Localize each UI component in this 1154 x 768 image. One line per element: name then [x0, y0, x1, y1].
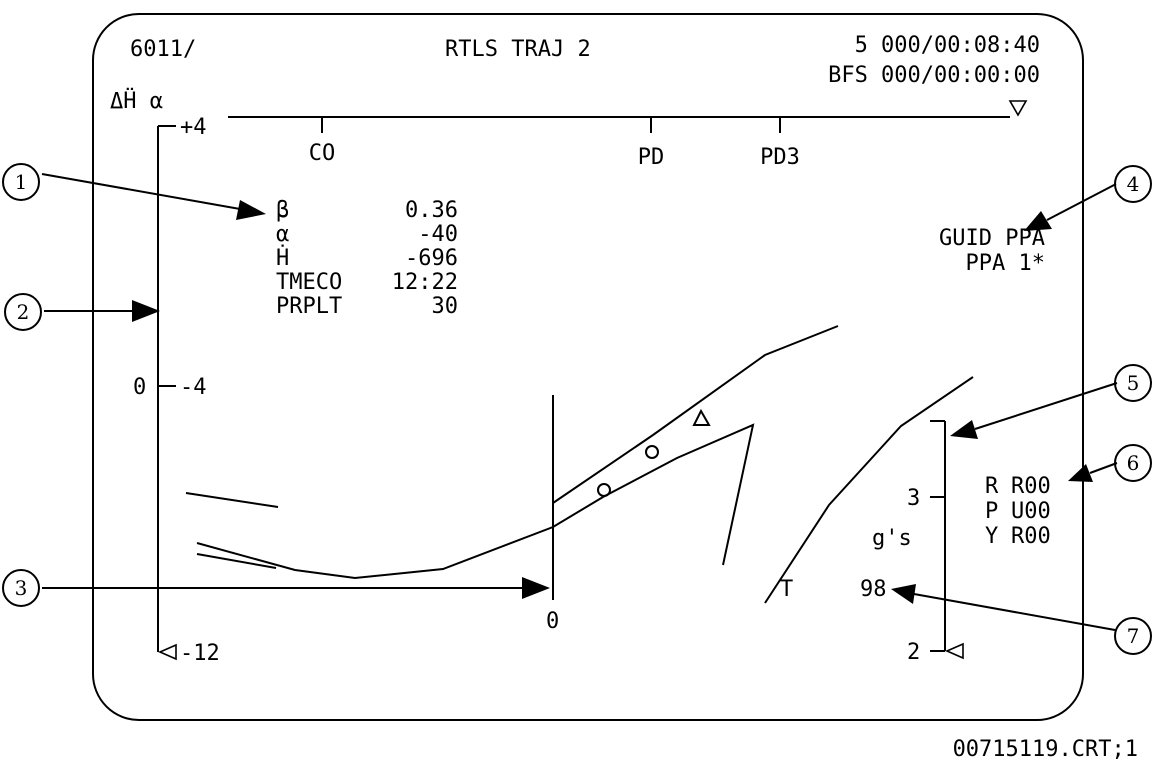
g-scale-pointer — [945, 642, 964, 660]
left-scale-pointer — [158, 643, 177, 661]
readout-tmeco-value: 12:22 — [392, 270, 458, 295]
readout-alpha-label: α — [276, 222, 289, 247]
readout-alpha-value: -40 — [418, 222, 458, 247]
callout-1-number: 1 — [15, 170, 28, 194]
time-bfs: BFS 000/00:00:00 — [828, 63, 1040, 88]
readout-prplt-value: 30 — [432, 294, 459, 319]
callout-4-arrowhead — [1024, 211, 1052, 231]
callout-5-circle — [1114, 364, 1152, 402]
callout-1-arrowhead — [236, 200, 266, 220]
spec-id: 6011/ — [130, 37, 196, 62]
callout-5-arrowhead — [950, 420, 978, 439]
g-scale-tick-2-label: 2 — [907, 640, 920, 665]
callout-6-number: 6 — [1127, 451, 1140, 475]
callout-7-number: 7 — [1127, 624, 1140, 648]
trajectory-circle-marker-1 — [597, 483, 611, 497]
plot-zero-label: 0 — [546, 609, 559, 634]
error-yaw-axis: Y — [985, 524, 998, 549]
top-label-co: CO — [309, 141, 336, 166]
callout-7-arrowhead — [891, 584, 916, 604]
callout-6-leader — [1089, 462, 1118, 474]
callout-3-arrowhead — [522, 577, 550, 599]
callout-1-circle — [2, 163, 40, 201]
callout-6-circle — [1114, 444, 1152, 482]
error-roll-axis: R — [985, 474, 999, 499]
guidance-line-2: PPA 1* — [966, 251, 1045, 276]
left-tick-top-label: +4 — [180, 115, 207, 140]
callout-5-number: 5 — [1127, 371, 1140, 395]
readout-beta-label: β — [276, 198, 289, 223]
image-id: 00715119.CRT;1 — [953, 737, 1138, 762]
error-roll-value: R00 — [1011, 474, 1051, 499]
callout-4-circle — [1114, 165, 1152, 203]
error-pitch-value: U00 — [1011, 499, 1051, 524]
callout-2-number: 2 — [17, 300, 30, 324]
error-pitch-axis: P — [985, 499, 998, 524]
nominal-trajectory-line — [196, 423, 755, 580]
trajectory-circle-marker-2 — [645, 445, 659, 459]
callout-2-circle — [4, 293, 42, 331]
time-primary: 5 000/00:08:40 — [855, 33, 1040, 58]
trajectory-triangle-marker — [692, 408, 711, 426]
upper-boundary-line — [552, 325, 839, 504]
readout-tmeco-label: TMECO — [276, 270, 342, 295]
callout-3-number: 3 — [15, 576, 28, 600]
top-scale-pointer — [1008, 100, 1028, 117]
crt-frame — [92, 13, 1084, 721]
display-title: RTLS TRAJ 2 — [445, 37, 591, 62]
callout-7-leader — [913, 593, 1116, 631]
g-scale-unit: g's — [872, 526, 912, 551]
callout-7-circle — [1114, 617, 1152, 655]
callout-4-number: 4 — [1127, 172, 1140, 196]
left-tick-bottom-label: -12 — [180, 641, 220, 666]
top-label-pd3: PD3 — [760, 145, 800, 170]
throttle-value: 98 — [860, 577, 887, 602]
left-scale-title: ΔḦ α — [110, 88, 163, 114]
g-scale-tick-3-label: 3 — [907, 486, 920, 511]
trajectory-segment-upper-left — [185, 492, 279, 508]
callout-6-arrowhead — [1068, 464, 1093, 482]
callout-5-leader — [974, 382, 1118, 430]
readout-prplt-label: PRPLT — [276, 294, 342, 319]
readout-hdot-label: Ḣ — [276, 245, 289, 271]
callout-3-circle — [2, 569, 40, 607]
readout-beta-value: 0.36 — [405, 198, 458, 223]
plot-t-marker: T — [780, 577, 793, 602]
error-yaw-value: R00 — [1011, 524, 1051, 549]
trajectory-segment-lower-left — [196, 553, 277, 569]
left-tick-mid-right-label: -4 — [180, 375, 207, 400]
left-tick-mid-left-label: 0 — [133, 375, 146, 400]
readout-hdot-value: -696 — [405, 246, 458, 271]
callout-4-leader — [1046, 183, 1117, 221]
top-label-pd: PD — [638, 145, 665, 170]
right-boundary-line — [764, 376, 974, 604]
callout-1-leader — [41, 173, 241, 210]
callout-2-arrowhead — [132, 300, 160, 322]
